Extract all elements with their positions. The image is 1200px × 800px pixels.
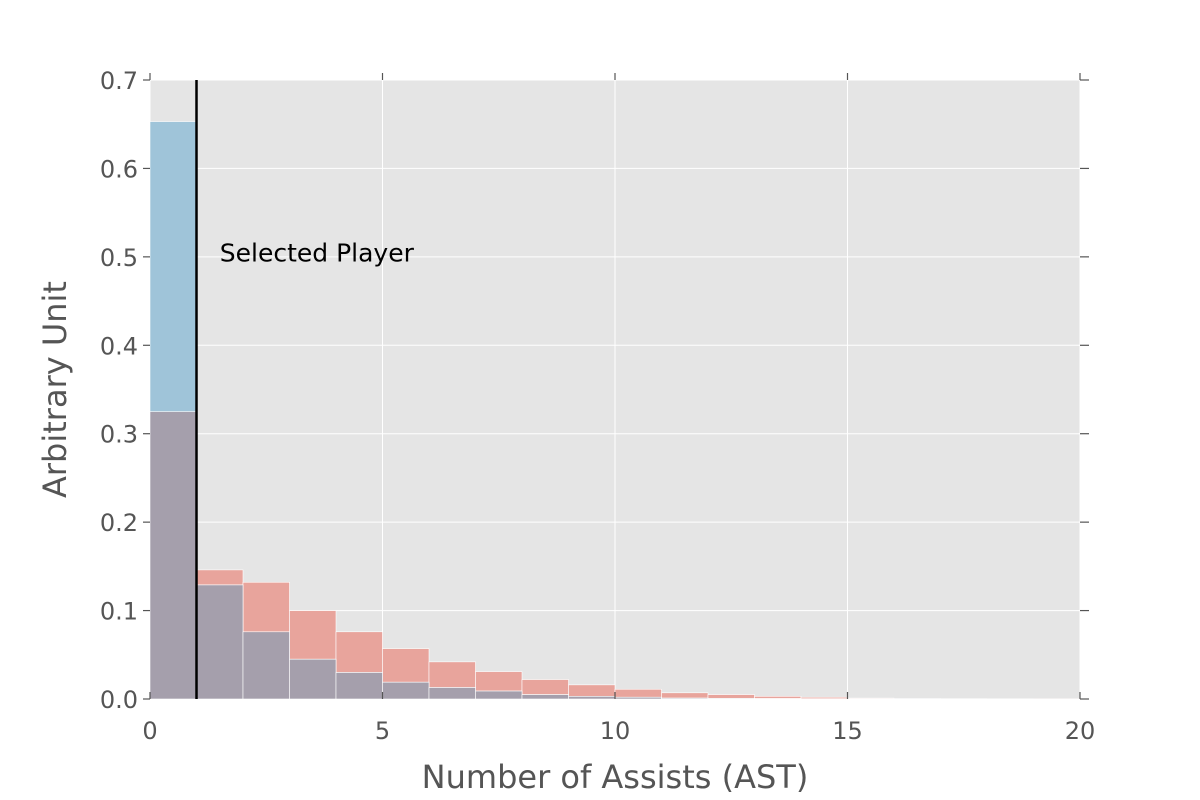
bar-overlap xyxy=(428,687,476,700)
bar-overlap xyxy=(242,631,290,700)
y-tick-label: 0.7 xyxy=(100,67,138,95)
y-tick-label: 0.6 xyxy=(100,155,138,183)
bar-overlap xyxy=(196,584,244,700)
bar-overlap xyxy=(475,690,523,700)
x-tick-labels: 0 5 10 15 20 xyxy=(142,717,1095,745)
y-tick-label: 0.0 xyxy=(100,686,138,714)
y-tick-label: 0.3 xyxy=(100,421,138,449)
y-tick-labels: 0.0 0.1 0.2 0.3 0.4 0.5 0.6 0.7 xyxy=(100,67,138,714)
overlap-bars xyxy=(149,411,941,700)
bar-overlap xyxy=(661,697,709,700)
y-tick-label: 0.2 xyxy=(100,509,138,537)
x-tick-label: 5 xyxy=(375,717,390,745)
bar-overlap xyxy=(335,672,383,700)
axis-ticks xyxy=(143,73,1089,700)
y-tick-label: 0.4 xyxy=(100,332,138,360)
bar-overlap xyxy=(149,411,197,700)
x-axis-label: Number of Assists (AST) xyxy=(422,758,809,796)
y-axis-label: Arbitrary Unit xyxy=(36,281,74,498)
x-tick-label: 20 xyxy=(1065,717,1096,745)
bar-overlap xyxy=(289,658,337,700)
bar-overlap xyxy=(614,696,662,700)
grid-lines xyxy=(149,79,1081,700)
bar-overlap xyxy=(521,694,569,700)
bar-overlap xyxy=(707,697,755,700)
bar-overlap xyxy=(568,696,616,700)
x-tick-label: 0 xyxy=(142,717,157,745)
y-tick-label: 0.1 xyxy=(100,598,138,626)
y-tick-label: 0.5 xyxy=(100,244,138,272)
x-tick-label: 15 xyxy=(832,717,863,745)
selected-player-annotation: Selected Player xyxy=(220,238,415,267)
bar-overlap xyxy=(382,681,430,700)
x-tick-label: 10 xyxy=(600,717,631,745)
